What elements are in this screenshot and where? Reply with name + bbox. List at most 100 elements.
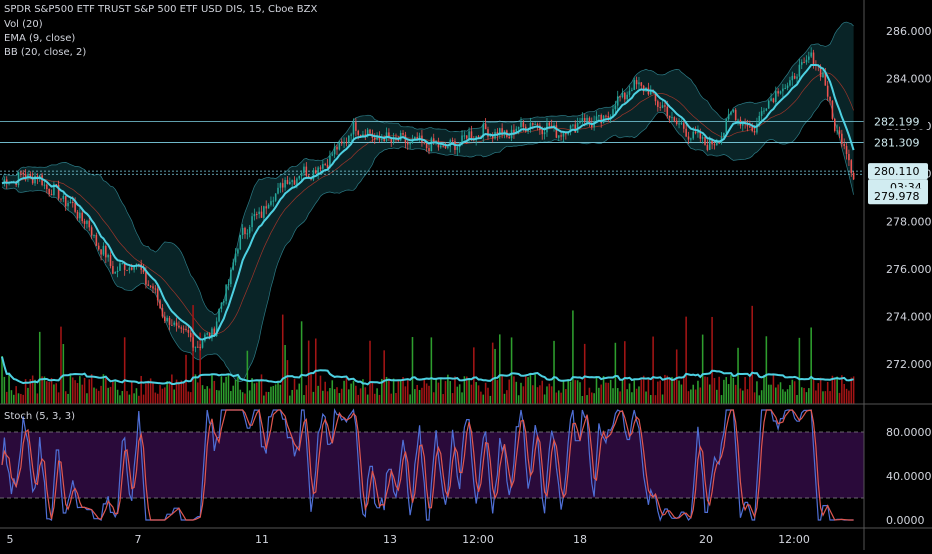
- candle-body: [171, 324, 173, 326]
- candle-body: [808, 56, 810, 60]
- legend-ema[interactable]: EMA (9, close): [4, 33, 76, 44]
- volume-bar: [560, 392, 562, 404]
- candle-body: [154, 288, 157, 290]
- candle-body: [218, 308, 220, 322]
- volume-bar: [775, 387, 777, 404]
- volume-bar: [513, 376, 515, 404]
- candle-body: [633, 80, 636, 90]
- volume-bar: [381, 378, 383, 404]
- price-pane[interactable]: [0, 21, 864, 404]
- volume-bar: [826, 381, 829, 404]
- volume-bar: [701, 334, 704, 404]
- volume-bar: [546, 386, 548, 404]
- candle-body: [791, 75, 794, 81]
- candle-body: [543, 132, 546, 135]
- candle-body: [673, 117, 676, 121]
- legend-main[interactable]: SPDR S&P500 ETF TRUST S&P 500 ETF USD DI…: [4, 4, 318, 15]
- candle-body: [798, 64, 801, 77]
- volume-bar: [10, 390, 13, 404]
- candle-body: [62, 196, 65, 199]
- candle-body: [93, 234, 95, 236]
- candle-body: [605, 115, 607, 117]
- candle-body: [182, 328, 185, 330]
- volume-bar: [718, 376, 720, 404]
- candle-body: [824, 72, 827, 86]
- volume-bar: [765, 336, 768, 404]
- volume-bar: [614, 342, 617, 404]
- stoch-d-line: [1, 408, 854, 521]
- volume-bar: [102, 374, 105, 404]
- volume-bar: [631, 392, 633, 404]
- candle-body: [513, 129, 515, 134]
- volume-bar: [8, 374, 10, 404]
- volume-bar: [130, 381, 133, 404]
- volume-bar: [515, 381, 518, 404]
- volume-bar: [310, 374, 312, 404]
- volume-bar: [666, 375, 669, 404]
- volume-bar: [756, 381, 758, 404]
- volume-bar: [456, 386, 459, 404]
- volume-bar: [206, 386, 209, 404]
- volume-bar: [619, 391, 621, 404]
- candle-body: [112, 265, 114, 274]
- candle-body: [69, 201, 72, 204]
- candle-body: [770, 98, 772, 101]
- candle-body: [829, 96, 831, 101]
- candle-body: [557, 135, 560, 138]
- candle-body: [100, 249, 102, 255]
- stoch-tick-label: 80.0000: [886, 426, 932, 439]
- candle-body: [105, 245, 107, 258]
- volume-bar: [324, 381, 326, 404]
- candle-body: [201, 340, 204, 348]
- candle-body: [482, 123, 485, 138]
- candle-body: [234, 253, 237, 263]
- volume-bar: [138, 395, 140, 404]
- volume-bar: [199, 332, 201, 404]
- candle-body: [296, 178, 298, 185]
- candle-body: [298, 176, 301, 179]
- time-tick-label: 11: [255, 533, 269, 546]
- candle-body: [730, 111, 732, 115]
- candle-body: [437, 141, 440, 148]
- candle-body: [725, 119, 728, 133]
- volume-bar: [378, 394, 381, 404]
- candle-body: [197, 346, 199, 348]
- candle-body: [451, 140, 454, 142]
- legend-stoch[interactable]: Stoch (5, 3, 3): [4, 411, 76, 422]
- volume-bar: [501, 375, 503, 404]
- price-label-282199-bg: [868, 113, 928, 130]
- stoch-pane[interactable]: [0, 407, 864, 522]
- volume-bar: [112, 381, 114, 404]
- candle-body: [758, 115, 761, 124]
- volume-bar: [487, 387, 489, 404]
- bb-fill: [2, 22, 854, 382]
- volume-bar: [338, 393, 341, 404]
- volume-bar: [399, 379, 402, 404]
- legend-bb[interactable]: BB (20, close, 2): [4, 47, 87, 58]
- volume-bar: [800, 387, 803, 404]
- candle-body: [97, 245, 100, 250]
- volume-bar: [83, 377, 86, 404]
- candle-body: [784, 88, 787, 90]
- legend-vol[interactable]: Vol (20): [4, 19, 43, 30]
- volume-bar: [793, 381, 796, 404]
- volume-bar: [352, 380, 355, 404]
- candle-body: [574, 124, 577, 133]
- volume-bar: [716, 389, 718, 404]
- candle-body: [267, 204, 270, 209]
- volume-bar: [598, 387, 600, 404]
- volume-bar: [284, 344, 286, 404]
- candle-body: [338, 141, 341, 150]
- candle-body: [232, 262, 234, 270]
- volume-bar: [437, 382, 440, 404]
- candle-body: [152, 286, 154, 289]
- volume-bar: [404, 386, 407, 404]
- volume-bar: [829, 391, 831, 404]
- candle-body: [175, 322, 178, 326]
- candle-body: [550, 125, 553, 127]
- volume-bar: [779, 382, 782, 404]
- volume-bar: [730, 375, 732, 404]
- candle-body: [48, 188, 50, 194]
